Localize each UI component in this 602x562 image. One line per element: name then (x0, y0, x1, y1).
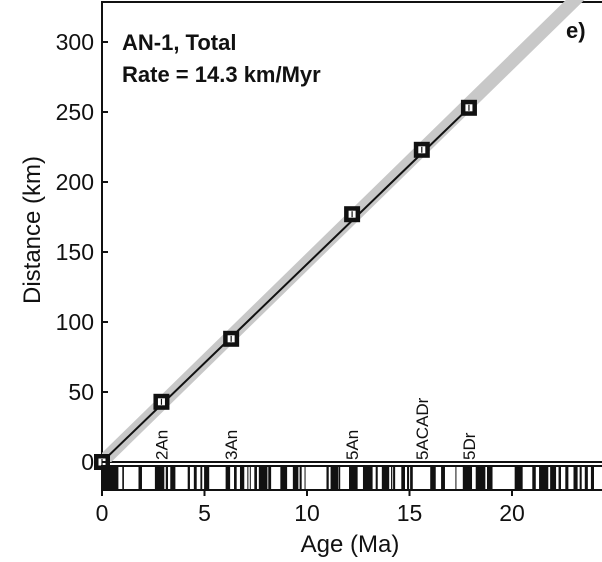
polarity-chron-black (187, 466, 190, 490)
chron-label: 5An (343, 430, 362, 460)
y-tick-label: 0 (81, 449, 94, 475)
polarity-chron-black (475, 466, 486, 490)
polarity-chron-black (410, 466, 413, 490)
polarity-chron-black (326, 466, 329, 490)
y-tick-label: 100 (56, 309, 94, 335)
polarity-chron-black (122, 466, 124, 490)
polarity-chron-black (573, 466, 578, 490)
polarity-chron-black (349, 466, 358, 490)
polarity-chron-black (204, 466, 210, 490)
polarity-chron-black (401, 466, 405, 490)
polarity-chron-black (381, 466, 390, 490)
polarity-chron-black (239, 466, 245, 490)
polarity-chron-black (391, 466, 393, 490)
polarity-chron-black (234, 466, 237, 490)
polarity-chron-black (407, 466, 410, 490)
annotation-rate: Rate = 14.3 km/Myr (122, 62, 321, 87)
polarity-chron-black (362, 466, 373, 490)
polarity-chron-black (304, 466, 306, 490)
x-tick-label: 10 (294, 500, 320, 526)
polarity-chron-black (170, 466, 176, 490)
polarity-chron-black (138, 466, 142, 490)
x-tick-label: 0 (96, 500, 109, 526)
polarity-chron-black (430, 466, 436, 490)
polarity-chron-black (249, 466, 251, 490)
polarity-chron-black (102, 466, 119, 490)
polarity-chron-black (292, 466, 299, 490)
polarity-chron-black (247, 466, 249, 490)
x-tick-label: 5 (198, 500, 211, 526)
polarity-chron-black (579, 466, 582, 490)
polarity-chron-black (558, 466, 561, 490)
polarity-chron-black (590, 466, 594, 490)
panel-label: e) (566, 18, 586, 43)
chron-label: 3An (222, 430, 241, 460)
polarity-chron-black (462, 466, 473, 490)
polarity-chron-black (280, 466, 288, 490)
chron-label: 2An (152, 430, 171, 460)
y-tick-label: 300 (56, 29, 94, 55)
polarity-chron-black (375, 466, 378, 490)
polarity-chron-black (258, 466, 268, 490)
polarity-chron-black (584, 466, 588, 490)
x-tick-label: 20 (499, 500, 525, 526)
polarity-chron-black (514, 466, 523, 490)
polarity-chron-black (455, 466, 457, 490)
plot-frame (101, 1, 602, 463)
polarity-chron-black (441, 466, 445, 490)
y-tick-label: 250 (56, 99, 94, 125)
x-axis-title: Age (Ma) (301, 531, 400, 558)
annotation-title: AN-1, Total (122, 30, 236, 55)
polarity-chron-black (565, 466, 569, 490)
y-tick-label: 150 (56, 239, 94, 265)
polarity-chron-black (532, 466, 536, 490)
polarity-chron-black (225, 466, 231, 490)
polarity-chron-black (268, 466, 272, 490)
polarity-bar-frame (101, 465, 602, 491)
x-tick-label: 15 (397, 500, 423, 526)
polarity-chron-black (299, 466, 302, 490)
polarity-chron-black (486, 466, 493, 490)
polarity-chron-black (393, 466, 396, 490)
y-tick-label: 50 (68, 379, 94, 405)
polarity-chron-black (338, 466, 341, 490)
chron-label: 5Dr (460, 432, 479, 460)
polarity-chron-black (200, 466, 203, 490)
polarity-chron-black (254, 466, 257, 490)
polarity-chron-black (330, 466, 339, 490)
polarity-chron-black (539, 466, 549, 490)
y-tick-label: 200 (56, 169, 94, 195)
chron-label: 5ACADr (413, 397, 432, 460)
y-axis-title: Distance (km) (19, 156, 46, 304)
polarity-chron-black (550, 466, 557, 490)
polarity-chron-black (165, 466, 169, 490)
polarity-chron-black (154, 466, 165, 490)
polarity-chron-black (193, 466, 197, 490)
